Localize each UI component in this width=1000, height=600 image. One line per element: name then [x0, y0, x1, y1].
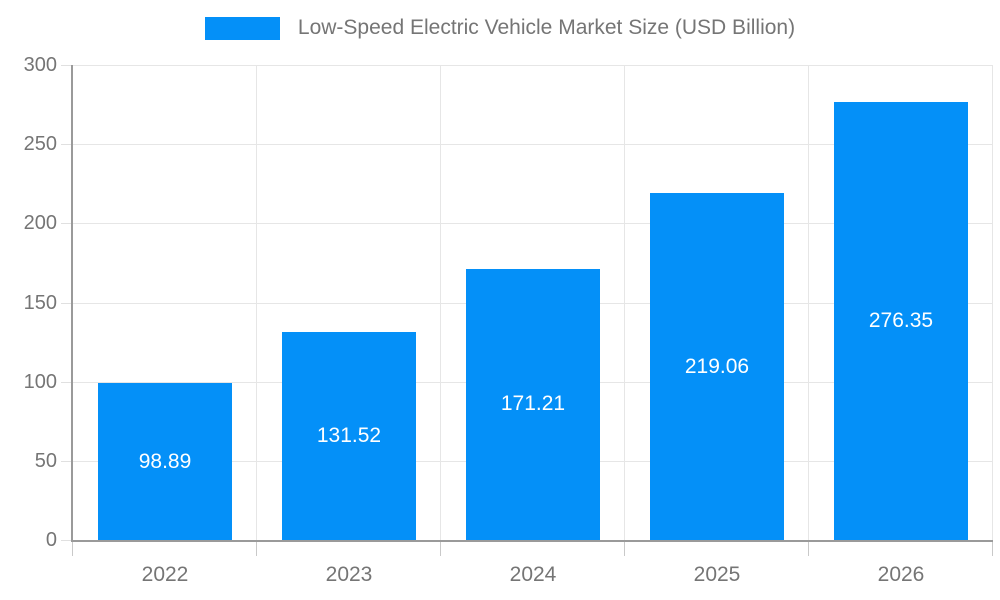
gridline-horizontal	[73, 223, 993, 225]
y-axis-tick-label: 0	[45, 529, 57, 551]
bar[interactable]	[834, 102, 968, 540]
gridline-vertical	[256, 65, 257, 540]
x-axis-tick	[440, 542, 441, 556]
y-axis-tick	[61, 144, 71, 146]
gridline-vertical	[624, 65, 625, 540]
y-axis-tick-label: 150	[23, 291, 57, 314]
y-axis-tick	[61, 223, 71, 225]
bar[interactable]	[466, 268, 600, 540]
gridline-vertical	[992, 65, 993, 540]
bar[interactable]	[98, 383, 232, 540]
gridline-vertical	[440, 65, 441, 540]
y-axis-tick-label: 50	[34, 449, 57, 472]
gridline-vertical	[808, 65, 809, 540]
y-axis-tick	[61, 460, 71, 462]
x-axis-tick-label: 2023	[325, 563, 373, 586]
x-axis-line	[71, 540, 993, 542]
x-axis-tick-label: 2022	[141, 563, 189, 586]
x-axis-tick	[72, 542, 73, 556]
x-axis-tick-label: 2026	[877, 563, 925, 586]
y-axis-tick	[61, 65, 71, 66]
bar[interactable]	[282, 331, 416, 540]
x-axis-tick-label: 2024	[509, 563, 557, 586]
x-axis-tick	[624, 542, 625, 556]
legend-color-swatch	[204, 16, 280, 40]
x-axis-tick	[256, 542, 257, 556]
legend-item[interactable]: Low-Speed Electric Vehicle Market Size (…	[204, 14, 796, 42]
x-axis-tick-label: 2025	[693, 563, 741, 586]
gridline-horizontal	[73, 144, 993, 146]
bar-value-label: 171.21	[500, 392, 566, 416]
y-axis-tick-label: 200	[23, 212, 57, 235]
bar-value-label: 219.06	[684, 354, 750, 378]
y-axis-tick-label: 300	[23, 54, 57, 76]
y-axis-line	[71, 65, 73, 540]
bar[interactable]	[650, 193, 784, 540]
bar-value-label: 131.52	[316, 423, 382, 447]
gridline-horizontal	[73, 65, 993, 66]
y-axis-tick-label: 100	[23, 370, 57, 393]
x-axis-tick	[808, 542, 809, 556]
x-axis-tick	[992, 542, 993, 556]
chart-legend: Low-Speed Electric Vehicle Market Size (…	[0, 14, 1000, 42]
y-axis-tick-label: 250	[23, 133, 57, 156]
y-axis-tick	[61, 540, 71, 541]
bar-value-label: 276.35	[868, 309, 934, 333]
legend-label: Low-Speed Electric Vehicle Market Size (…	[297, 16, 796, 39]
bar-value-label: 98.89	[138, 449, 192, 473]
y-axis-tick	[61, 381, 71, 383]
y-axis-tick	[61, 302, 71, 304]
